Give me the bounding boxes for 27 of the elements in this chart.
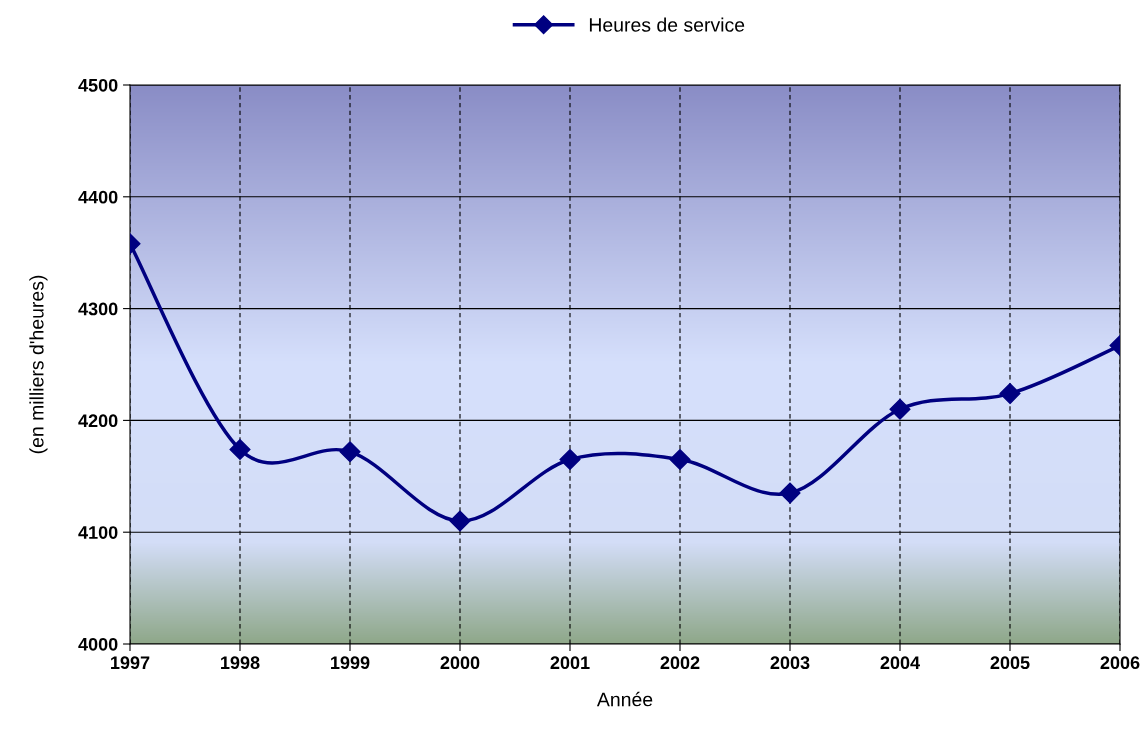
- x-tick-label: 2005: [990, 656, 1030, 670]
- y-tick-label: 4500: [78, 78, 118, 92]
- point: [339, 441, 361, 463]
- y-tick-label: 4000: [78, 637, 118, 651]
- x-tick-label: 2002: [660, 656, 700, 670]
- y-tick-label: 4400: [78, 190, 118, 204]
- point: [229, 438, 251, 460]
- x-tick-label: 2001: [550, 656, 590, 670]
- x-tick-label: 2000: [440, 656, 480, 670]
- y-axis-title: (en milliers d'heures): [29, 275, 48, 454]
- x-tick-label: 1998: [221, 656, 260, 670]
- x-tick-label: 1999: [331, 656, 370, 670]
- x-tick-label: 2004: [880, 656, 920, 670]
- x-axis-title: Année: [596, 691, 653, 707]
- y-tick-label: 4100: [78, 526, 118, 539]
- point: [779, 482, 801, 504]
- point: [559, 449, 581, 471]
- point: [669, 449, 691, 471]
- point: [889, 398, 911, 420]
- point: [999, 383, 1021, 405]
- legend-label: Heures de service: [589, 17, 745, 32]
- y-tick-label: 4200: [78, 414, 118, 428]
- point: [449, 510, 471, 532]
- x-tick-label: 1997: [111, 656, 150, 670]
- x-tick-label: 2003: [770, 656, 810, 670]
- y-tick-label: 4300: [78, 302, 118, 316]
- x-tick-label: 2006: [1100, 656, 1140, 670]
